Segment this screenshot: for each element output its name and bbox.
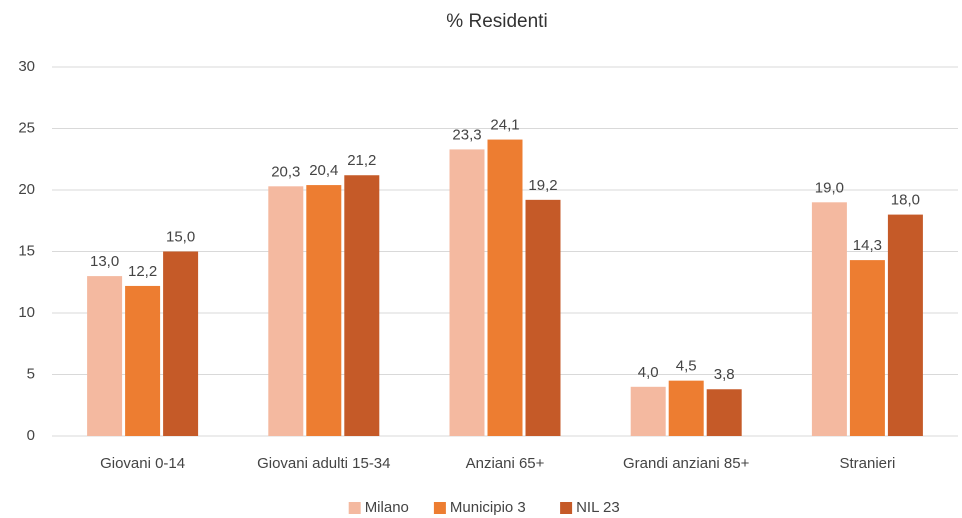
bar bbox=[344, 175, 380, 437]
bar bbox=[268, 186, 304, 436]
y-tick-label: 20 bbox=[18, 181, 35, 198]
bar bbox=[163, 251, 199, 436]
legend-label: Milano bbox=[365, 499, 409, 516]
y-tick-label: 30 bbox=[18, 58, 35, 75]
bar bbox=[125, 285, 161, 436]
y-tick-label: 10 bbox=[18, 304, 35, 321]
legend-label: Municipio 3 bbox=[450, 499, 526, 516]
bar bbox=[849, 260, 885, 436]
bar bbox=[487, 139, 523, 436]
chart-title: % Residenti bbox=[446, 11, 547, 32]
value-label: 3,8 bbox=[714, 366, 735, 383]
value-label: 20,3 bbox=[271, 163, 300, 180]
value-label: 18,0 bbox=[891, 192, 920, 209]
value-label: 4,0 bbox=[638, 364, 659, 381]
value-label: 20,4 bbox=[309, 162, 338, 179]
bar bbox=[87, 276, 123, 436]
value-label: 15,0 bbox=[166, 228, 195, 245]
x-tick-label: Giovani 0-14 bbox=[100, 455, 185, 472]
value-label: 14,3 bbox=[853, 237, 882, 254]
bar bbox=[525, 199, 561, 436]
value-label: 23,3 bbox=[452, 126, 481, 143]
value-label: 12,2 bbox=[128, 263, 157, 280]
bar bbox=[668, 380, 704, 436]
x-tick-label: Stranieri bbox=[839, 455, 895, 472]
x-tick-label: Grandi anziani 85+ bbox=[623, 455, 750, 472]
x-tick-label: Giovani adulti 15-34 bbox=[257, 455, 390, 472]
legend-label: NIL 23 bbox=[576, 499, 620, 516]
bar bbox=[630, 386, 666, 436]
y-tick-label: 0 bbox=[27, 427, 35, 444]
legend-swatch bbox=[433, 502, 446, 514]
bar bbox=[706, 389, 742, 436]
bar bbox=[449, 149, 485, 436]
x-tick-label: Anziani 65+ bbox=[466, 455, 545, 472]
y-tick-label: 5 bbox=[27, 365, 35, 382]
y-tick-label: 25 bbox=[18, 119, 35, 136]
bar bbox=[887, 214, 923, 436]
value-label: 19,0 bbox=[815, 179, 844, 196]
value-label: 19,2 bbox=[528, 177, 557, 194]
legend-swatch bbox=[348, 502, 361, 514]
value-label: 24,1 bbox=[490, 117, 519, 134]
legend-swatch bbox=[560, 502, 573, 514]
value-label: 4,5 bbox=[676, 358, 697, 375]
value-label: 13,0 bbox=[90, 253, 119, 270]
bar bbox=[306, 185, 342, 436]
y-tick-label: 15 bbox=[18, 242, 35, 259]
value-label: 21,2 bbox=[347, 152, 376, 169]
bar bbox=[811, 202, 847, 436]
